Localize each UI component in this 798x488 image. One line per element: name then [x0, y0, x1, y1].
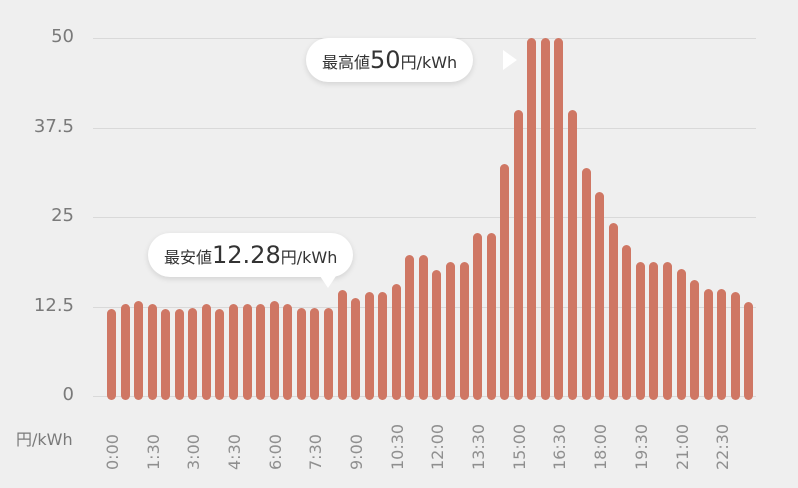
x-tick-label: 9:00: [347, 434, 367, 470]
bar: [595, 191, 605, 400]
bar: [635, 262, 645, 400]
x-tick-label: 21:00: [672, 423, 692, 470]
bar: [500, 164, 510, 400]
max-unit: 円/kWh: [400, 53, 458, 72]
bar: [554, 38, 564, 400]
min-label: 最安値: [164, 248, 213, 267]
y-tick-label: 50: [51, 26, 74, 47]
max-value: 50: [370, 46, 401, 74]
min-value: 12.28: [212, 241, 281, 269]
x-tick-label: 19:30: [631, 423, 651, 470]
x-tick-label: 10:30: [387, 423, 407, 470]
bar: [242, 303, 252, 400]
min-price-bubble: 最安値12.28円/kWh: [148, 233, 354, 277]
bar: [662, 262, 672, 400]
bar: [608, 223, 618, 400]
bar: [690, 280, 700, 400]
bar: [730, 292, 740, 400]
x-tick-label: 0:00: [103, 434, 122, 470]
bar: [337, 290, 347, 400]
max-price-bubble: 最高値50円/kWh: [306, 38, 474, 82]
bar: [378, 292, 388, 400]
bar: [134, 300, 144, 400]
bar: [568, 109, 578, 400]
bar: [120, 303, 130, 400]
bar: [161, 308, 171, 400]
y-tick-label: 25: [51, 205, 74, 226]
x-tick-label: 16:30: [550, 423, 570, 470]
bar: [323, 308, 333, 400]
bar: [107, 308, 116, 400]
y-unit-label: 円/kWh: [16, 430, 73, 449]
bar: [446, 262, 455, 400]
bar: [147, 303, 157, 400]
y-tick-label: 37.5: [33, 115, 74, 137]
max-bubble-pointer: [503, 50, 517, 70]
bar: [201, 303, 211, 400]
x-tick-label: 12:00: [428, 423, 448, 470]
bar: [459, 262, 469, 400]
bar: [229, 303, 239, 400]
x-tick-label: 7:30: [306, 434, 326, 470]
x-tick-label: 1:30: [143, 434, 163, 470]
bar: [540, 38, 550, 400]
bar: [703, 288, 713, 400]
bar: [310, 307, 320, 400]
bar: [486, 232, 496, 400]
gridline: [93, 127, 756, 129]
x-tick-label: 3:00: [184, 434, 204, 470]
bar: [296, 307, 306, 400]
bar: [432, 269, 442, 400]
bar: [405, 254, 415, 400]
y-tick-label: 0: [62, 384, 74, 405]
bar: [188, 307, 198, 400]
x-tick-label: 15:00: [509, 423, 529, 470]
bar: [649, 262, 659, 400]
x-tick-label: 13:30: [469, 423, 489, 470]
max-label: 最高値: [322, 53, 371, 72]
bar: [174, 308, 184, 400]
bar: [744, 302, 754, 400]
x-tick-label: 6:00: [265, 434, 285, 470]
x-tick-label: 4:30: [225, 434, 245, 470]
bar: [215, 308, 225, 400]
bar: [269, 300, 279, 400]
min-bubble-pointer: [320, 276, 336, 288]
x-tick-label: 22:30: [713, 423, 733, 470]
bar: [364, 292, 374, 400]
min-unit: 円/kWh: [280, 248, 338, 267]
bar: [527, 38, 537, 400]
bar: [717, 288, 727, 400]
bar: [622, 244, 632, 400]
bar: [676, 268, 686, 400]
y-tick-label: 12.5: [33, 294, 74, 316]
bar: [391, 283, 401, 400]
bar: [418, 254, 428, 400]
bar: [351, 297, 361, 400]
bar: [581, 167, 591, 400]
bar: [283, 303, 293, 400]
bar: [513, 109, 523, 400]
gridline: [93, 217, 756, 218]
bar: [473, 232, 483, 400]
x-tick-label: 18:00: [591, 423, 611, 470]
bar: [256, 303, 266, 400]
